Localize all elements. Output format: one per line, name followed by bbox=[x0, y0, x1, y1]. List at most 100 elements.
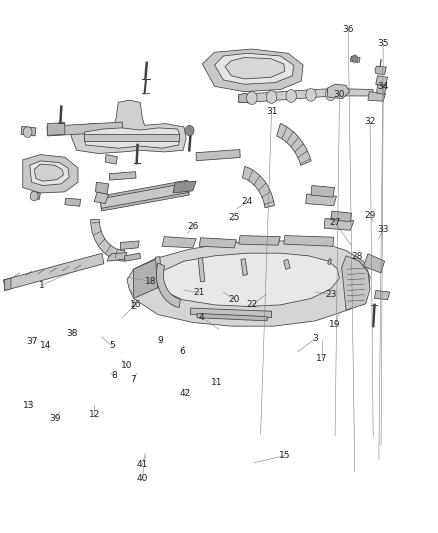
Text: 5: 5 bbox=[109, 341, 115, 350]
Text: 27: 27 bbox=[329, 219, 341, 227]
Text: 33: 33 bbox=[378, 225, 389, 233]
Circle shape bbox=[325, 88, 336, 101]
Polygon shape bbox=[4, 253, 104, 290]
Polygon shape bbox=[225, 58, 285, 79]
Circle shape bbox=[306, 88, 316, 101]
Polygon shape bbox=[105, 155, 117, 164]
Polygon shape bbox=[328, 259, 332, 265]
Text: 8: 8 bbox=[111, 372, 117, 380]
Circle shape bbox=[185, 125, 194, 136]
Polygon shape bbox=[377, 84, 386, 94]
Polygon shape bbox=[311, 185, 335, 197]
Polygon shape bbox=[350, 56, 360, 62]
Text: 1: 1 bbox=[39, 281, 45, 289]
Polygon shape bbox=[127, 241, 370, 326]
Polygon shape bbox=[153, 253, 339, 306]
Text: 26: 26 bbox=[187, 222, 198, 231]
Text: 36: 36 bbox=[343, 25, 354, 34]
Polygon shape bbox=[196, 150, 240, 160]
Polygon shape bbox=[284, 260, 290, 269]
Circle shape bbox=[266, 91, 277, 103]
Text: 42: 42 bbox=[179, 389, 191, 398]
Polygon shape bbox=[239, 88, 373, 102]
Polygon shape bbox=[30, 161, 69, 185]
Text: 17: 17 bbox=[316, 354, 328, 362]
Polygon shape bbox=[71, 100, 186, 154]
Polygon shape bbox=[277, 124, 311, 165]
Polygon shape bbox=[100, 180, 189, 211]
Polygon shape bbox=[328, 84, 350, 99]
Text: 32: 32 bbox=[364, 117, 376, 126]
Text: 28: 28 bbox=[351, 253, 363, 261]
Polygon shape bbox=[342, 256, 370, 310]
Polygon shape bbox=[306, 194, 336, 206]
Polygon shape bbox=[84, 134, 179, 141]
Polygon shape bbox=[100, 183, 189, 208]
Polygon shape bbox=[364, 254, 385, 273]
Text: 37: 37 bbox=[26, 337, 37, 345]
Circle shape bbox=[30, 191, 38, 201]
Text: 21: 21 bbox=[194, 288, 205, 296]
Polygon shape bbox=[94, 192, 109, 204]
Polygon shape bbox=[34, 164, 64, 181]
Text: 2: 2 bbox=[131, 302, 136, 311]
Polygon shape bbox=[65, 198, 81, 206]
Text: 30: 30 bbox=[334, 91, 345, 99]
Polygon shape bbox=[120, 241, 139, 249]
Polygon shape bbox=[368, 92, 385, 101]
Text: 10: 10 bbox=[121, 361, 133, 369]
Text: 41: 41 bbox=[137, 461, 148, 469]
Text: 6: 6 bbox=[179, 348, 185, 356]
Polygon shape bbox=[239, 236, 280, 245]
Text: 39: 39 bbox=[49, 414, 60, 423]
Circle shape bbox=[352, 55, 358, 62]
Text: 12: 12 bbox=[88, 410, 100, 419]
Polygon shape bbox=[199, 238, 237, 248]
Polygon shape bbox=[110, 172, 136, 180]
Polygon shape bbox=[239, 93, 252, 102]
Polygon shape bbox=[134, 259, 158, 298]
Text: 19: 19 bbox=[329, 320, 341, 328]
Text: 29: 29 bbox=[364, 212, 376, 220]
Text: 38: 38 bbox=[67, 329, 78, 337]
Polygon shape bbox=[47, 123, 65, 135]
Polygon shape bbox=[31, 192, 40, 199]
Text: 31: 31 bbox=[266, 108, 277, 116]
Polygon shape bbox=[23, 155, 78, 193]
Polygon shape bbox=[84, 128, 180, 148]
Text: 40: 40 bbox=[137, 474, 148, 483]
Circle shape bbox=[247, 92, 257, 104]
Polygon shape bbox=[47, 122, 123, 136]
Polygon shape bbox=[202, 49, 303, 92]
Polygon shape bbox=[156, 263, 180, 308]
Text: 15: 15 bbox=[279, 451, 290, 460]
Circle shape bbox=[23, 127, 32, 138]
Circle shape bbox=[286, 90, 297, 102]
Polygon shape bbox=[284, 236, 334, 246]
Text: 34: 34 bbox=[378, 82, 389, 91]
Polygon shape bbox=[107, 253, 127, 261]
Polygon shape bbox=[241, 259, 247, 276]
Polygon shape bbox=[155, 257, 162, 288]
Text: 13: 13 bbox=[23, 401, 34, 409]
Polygon shape bbox=[162, 237, 196, 248]
Polygon shape bbox=[173, 181, 196, 193]
Text: 22: 22 bbox=[246, 301, 258, 309]
Text: 35: 35 bbox=[378, 39, 389, 48]
Polygon shape bbox=[331, 211, 352, 222]
Polygon shape bbox=[191, 308, 272, 318]
Polygon shape bbox=[242, 166, 275, 208]
Polygon shape bbox=[215, 53, 293, 84]
Text: 7: 7 bbox=[131, 375, 137, 384]
Polygon shape bbox=[95, 182, 109, 194]
Text: 11: 11 bbox=[211, 378, 223, 387]
Polygon shape bbox=[124, 253, 141, 261]
Polygon shape bbox=[91, 220, 125, 261]
Text: 16: 16 bbox=[130, 301, 141, 309]
Polygon shape bbox=[197, 313, 267, 321]
Polygon shape bbox=[374, 290, 390, 300]
Polygon shape bbox=[4, 278, 11, 290]
Text: 4: 4 bbox=[199, 313, 204, 321]
Polygon shape bbox=[375, 66, 386, 75]
Text: 14: 14 bbox=[40, 341, 52, 350]
